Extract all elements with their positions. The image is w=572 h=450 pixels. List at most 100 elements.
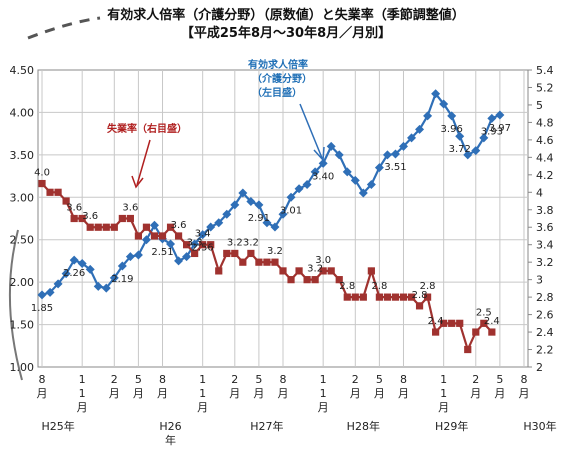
right-tick-label: 3	[536, 274, 543, 287]
square-marker	[415, 302, 424, 310]
square-marker	[102, 223, 110, 231]
legend-label-line-3: （左目盛）	[252, 86, 302, 99]
x-tick-unit: 月	[37, 387, 48, 400]
square-marker	[94, 223, 102, 231]
square-marker	[407, 293, 416, 301]
square-marker	[207, 241, 215, 249]
data-label: 2.4	[484, 316, 500, 327]
data-labels: 1.85 2.26 2.19 2.51 2.56 2.91 3.01 3.40 3.51 3.96…	[31, 123, 511, 327]
square-marker	[183, 241, 191, 249]
x-tick-number: 5	[376, 373, 383, 386]
diamond-marker	[278, 209, 288, 219]
data-label: 3.4	[195, 229, 211, 240]
x-tick-number: 5	[135, 373, 142, 386]
axes: 1.001.502.002.503.003.504.004.5022.22.42…	[10, 64, 557, 447]
diamond-marker	[254, 200, 264, 210]
left-tick-label: 4.00	[10, 106, 35, 119]
square-marker	[423, 293, 432, 301]
diamond-marker	[37, 290, 47, 300]
data-label: 3.01	[280, 205, 302, 216]
data-label: 3.2	[267, 246, 283, 257]
left-tick-label: 2.00	[10, 276, 35, 289]
year-label: H29年	[435, 419, 468, 433]
x-tick-number: 8	[520, 373, 527, 386]
diamond-marker	[415, 124, 425, 134]
diamond-marker	[358, 188, 368, 198]
data-label: 2.8	[339, 281, 355, 292]
legend-label-line-2: （介護分野）	[252, 72, 312, 85]
square-marker	[399, 293, 408, 301]
data-label: 3.6	[66, 203, 82, 214]
data-label: 3.51	[384, 162, 406, 173]
data-label: 2.4	[428, 316, 444, 327]
square-marker	[38, 179, 46, 188]
data-label: 2.56	[192, 243, 214, 254]
data-label: 3.2	[243, 237, 259, 248]
diamond-marker	[463, 150, 473, 160]
x-tick-unit: 月	[518, 387, 529, 400]
square-marker	[223, 249, 231, 258]
x-tick-unit: 月	[318, 401, 329, 414]
right-tick-label: 4	[536, 186, 543, 199]
square-marker	[311, 276, 319, 284]
data-label: 3.6	[171, 220, 187, 231]
right-tick-label: 4.2	[536, 169, 554, 182]
data-label: 3.3	[187, 237, 203, 248]
square-marker	[110, 223, 118, 231]
data-label: 2.26	[63, 268, 85, 279]
x-tick-unit: 月	[470, 387, 481, 400]
diamond-marker	[174, 256, 184, 266]
diamond-marker	[190, 239, 200, 249]
data-label: 2.91	[248, 213, 270, 224]
blue-label-arrow	[299, 103, 323, 159]
diamond-marker	[61, 269, 71, 279]
square-marker	[279, 267, 287, 275]
square-marker	[158, 232, 167, 240]
x-tick-unit: 1	[320, 387, 327, 400]
diamond-marker	[93, 281, 103, 291]
data-label: 2.8	[412, 290, 428, 301]
diamond-marker	[133, 250, 143, 260]
annotations: 有効求人倍率 （介護分野） （左目盛） 失業率（右目盛）	[107, 58, 325, 189]
diamond-marker	[374, 163, 384, 173]
data-label: 2.19	[111, 274, 133, 285]
square-marker	[456, 319, 464, 327]
right-tick-label: 4.8	[536, 116, 554, 129]
square-marker	[134, 232, 143, 240]
diamond-marker	[286, 192, 296, 202]
x-tick-number: 1	[320, 373, 327, 386]
square-marker	[303, 276, 311, 284]
x-tick-number: 8	[280, 373, 287, 386]
diamond-marker	[166, 239, 176, 249]
right-tick-label: 3.6	[536, 221, 554, 234]
square-marker	[472, 328, 480, 336]
x-tick-unit: 月	[398, 387, 409, 400]
data-label: 2.8	[420, 281, 436, 292]
square-marker	[118, 214, 126, 223]
right-tick-label: 4.4	[536, 151, 554, 164]
square-marker	[174, 232, 183, 240]
diamond-marker	[262, 218, 272, 228]
chart-subtitle: 【平成25年8月～30年8月／月別】	[181, 25, 391, 41]
diamond-marker	[77, 258, 87, 268]
square-marker	[335, 276, 343, 284]
square-marker	[480, 319, 488, 327]
right-tick-label: 3.8	[536, 204, 554, 217]
diamond-marker	[326, 141, 336, 151]
blue-arrow-head	[313, 146, 325, 162]
diamond-marker	[141, 235, 151, 245]
year-label: H25年	[41, 419, 74, 433]
diamond-marker	[310, 167, 320, 177]
diamond-marker	[334, 150, 344, 160]
x-tick-number: 5	[255, 373, 262, 386]
diamond-marker	[246, 197, 256, 207]
diamond-marker	[109, 273, 119, 283]
data-label: 3.40	[312, 171, 334, 182]
diamond-marker	[390, 149, 400, 159]
square-marker	[199, 241, 207, 249]
square-marker	[126, 214, 134, 223]
x-tick-unit: 月	[494, 387, 505, 400]
right-tick-label: 3.4	[536, 239, 554, 252]
square-marker	[295, 267, 303, 275]
data-label: 2.8	[371, 281, 387, 292]
